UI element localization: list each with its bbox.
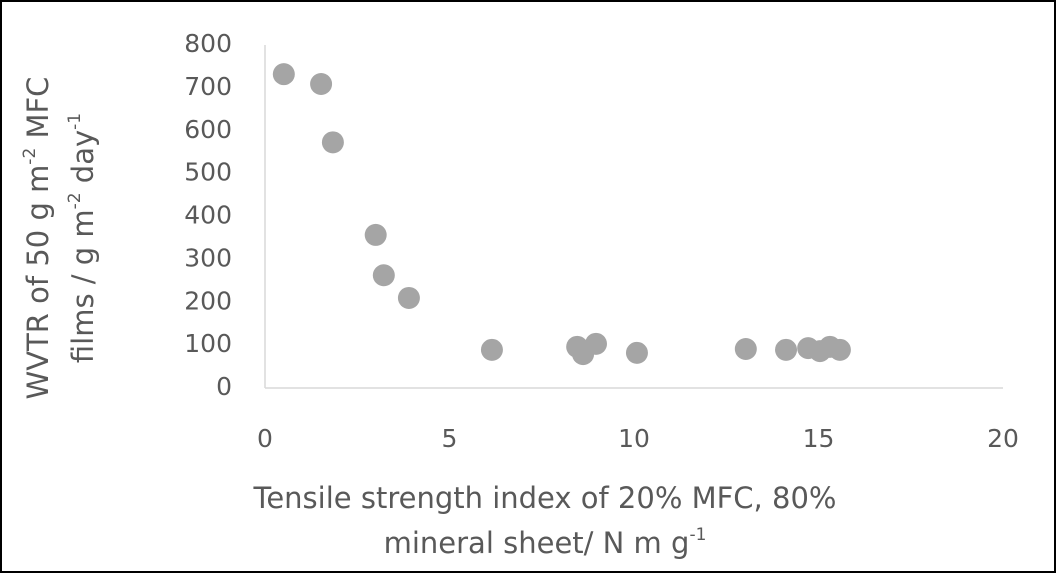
y-axis-label-sup: -1 [65,113,85,130]
x-tick-label: 15 [803,424,835,453]
x-tick-label: 5 [442,424,458,453]
y-tick-label: 0 [216,372,232,401]
y-tick-label: 300 [184,243,232,272]
point [734,337,757,360]
y-axis-label: films / g m-2 day-1 [65,113,100,363]
point [310,73,333,96]
y-tick-label: 600 [184,115,232,144]
x-axis-label-part: mineral sheet/ N m g [384,526,690,560]
x-axis-label: Tensile strength index of 20% MFC, 80% [253,481,837,515]
point [828,338,851,361]
y-axis-label: WVTR of 50 g m-2 MFC [20,77,55,400]
y-axis-label-part: films / g m [66,209,100,363]
y-tick-label: 800 [184,29,232,58]
y-tick-label: 500 [184,158,232,187]
point [372,264,395,287]
y-tick-label: 400 [184,201,232,230]
y-axis-label-part: MFC [21,77,55,148]
point [775,338,798,361]
x-tick-label: 20 [987,424,1019,453]
point [584,332,607,355]
point [272,63,295,86]
y-axis-label-sup: -2 [20,148,40,165]
y-axis-label-sup: -2 [65,192,85,209]
y-tick-label: 700 [184,72,232,101]
x-axis-label-part: Tensile strength index of 20% MFC, 80% [253,481,837,515]
point [480,338,503,361]
point [364,223,387,246]
x-axis-label-sup: -1 [689,525,706,545]
point [625,341,648,364]
x-tick-label: 10 [618,424,650,453]
x-tick-label: 0 [257,424,273,453]
y-axis-label-part: day [66,130,100,193]
point [397,286,420,309]
point [321,131,344,154]
y-tick-label: 200 [184,286,232,315]
y-axis-label-part: WVTR of 50 g m [21,165,55,400]
y-tick-label: 100 [184,329,232,358]
x-axis-label: mineral sheet/ N m g-1 [384,525,707,560]
